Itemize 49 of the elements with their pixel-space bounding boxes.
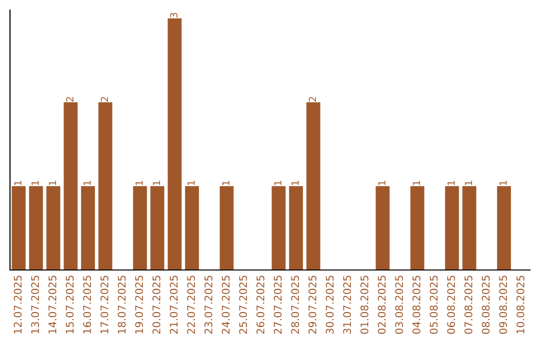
data-label: 1: [152, 180, 160, 186]
x-tick-label: 04.08.2025: [412, 276, 420, 334]
x-tick-label: 21.07.2025: [170, 276, 178, 334]
data-label: 2: [100, 97, 108, 102]
x-tick-label: 18.07.2025: [118, 276, 126, 334]
x-tick-label: 03.08.2025: [395, 276, 404, 334]
x-tick-label: 06.08.2025: [447, 276, 456, 334]
data-label: 1: [84, 180, 91, 186]
data-label: 1: [222, 180, 230, 186]
x-tick-label: 22.07.2025: [187, 276, 196, 334]
x-tick-label: 19.07.2025: [135, 276, 144, 334]
x-tick-label: 17.07.2025: [100, 276, 108, 334]
data-label: 1: [136, 180, 143, 186]
x-tick-label: 02.08.2025: [378, 276, 386, 334]
data-label: 1: [378, 180, 386, 186]
x-tick-label: 08.08.2025: [482, 276, 490, 334]
data-label: 1: [412, 180, 420, 186]
x-tick-label: 28.07.2025: [291, 276, 300, 334]
data-label: 1: [292, 180, 299, 186]
data-label: 1: [274, 180, 282, 186]
x-tick-label: 12.07.2025: [14, 276, 22, 334]
x-tick-label: 31.07.2025: [343, 276, 352, 334]
data-label: 3: [170, 12, 178, 18]
data-label: 1: [14, 180, 22, 186]
x-tick-label: 23.07.2025: [204, 276, 212, 334]
x-tick-label: 01.08.2025: [360, 276, 368, 334]
x-tick-label: 27.07.2025: [274, 276, 282, 334]
x-tick-label: 30.07.2025: [326, 276, 334, 334]
x-tick-label: 26.07.2025: [256, 276, 264, 334]
x-tick-label: 07.08.2025: [464, 276, 472, 334]
data-label: 2: [308, 97, 316, 102]
x-tick-label: 25.07.2025: [239, 276, 248, 334]
x-tick-label: 14.07.2025: [48, 276, 56, 334]
x-tick-label: 29.07.2025: [308, 276, 316, 334]
data-label: 1: [32, 180, 39, 186]
x-tick-label: 09.08.2025: [499, 276, 508, 334]
data-label: 2: [66, 97, 74, 102]
x-tick-label: 16.07.2025: [83, 276, 92, 334]
x-tick-label: 15.07.2025: [66, 276, 74, 334]
data-label: 1: [464, 180, 472, 186]
data-label: 1: [188, 180, 195, 186]
x-tick-label: 24.07.2025: [222, 276, 230, 334]
x-tick-label: 10.08.2025: [516, 276, 524, 334]
x-tick-label: 13.07.2025: [31, 276, 40, 334]
data-label: 1: [448, 180, 455, 186]
x-tick-label: 20.07.2025: [152, 276, 160, 334]
x-tick-label: 05.08.2025: [430, 276, 438, 334]
data-label: 1: [500, 180, 507, 186]
data-label: 1: [48, 180, 56, 186]
